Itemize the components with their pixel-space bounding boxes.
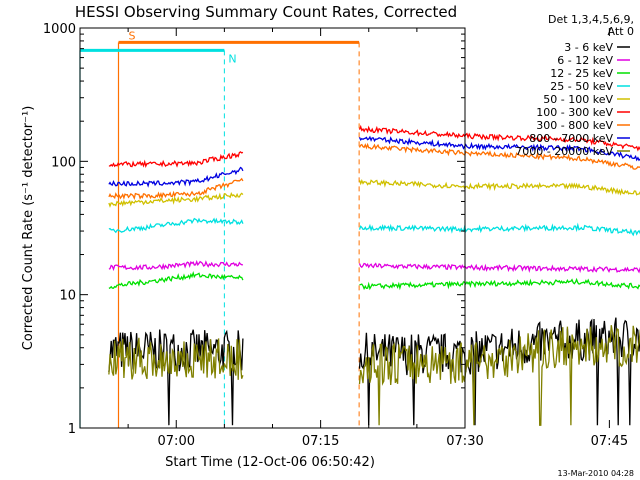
legend-entry-label: 12 - 25 keV — [550, 67, 613, 80]
series-line-5 — [108, 124, 640, 169]
legend-entry-label: 300 - 800 keV — [536, 119, 613, 132]
series-line-7 — [108, 135, 640, 188]
legend-header-line: Att 0 — [608, 25, 634, 38]
series-lines — [108, 124, 640, 426]
series-line-6 — [108, 142, 640, 201]
x-axis-label: Start Time (12-Oct-06 06:50:42) — [165, 455, 375, 470]
legend-entry-label: 7000 - 20000 keV — [515, 145, 613, 158]
series-line-4 — [108, 179, 640, 208]
footer-timestamp: 13-Mar-2010 04:28 — [558, 469, 635, 478]
y-axis-ticks: 1 10 100 1000 — [43, 22, 465, 437]
x-tick-label: 07:00 — [158, 434, 195, 449]
legend-entry-label: 25 - 50 keV — [550, 80, 613, 93]
series-line-3 — [108, 217, 640, 237]
y-axis-label: Corrected Count Rate (s⁻¹ detector⁻¹) — [21, 106, 36, 351]
y-tick-label: 1000 — [43, 22, 76, 37]
legend-header-line: Det 1,3,4,5,6,9, — [548, 13, 634, 26]
series-line-1 — [108, 259, 640, 274]
series-line-2 — [108, 270, 640, 291]
flag-label-S: S — [129, 29, 136, 42]
y-tick-label: 1 — [68, 422, 76, 437]
legend-entry-label: 100 - 300 keV — [536, 106, 613, 119]
x-tick-label: 07:15 — [302, 434, 339, 449]
flag-label-N: N — [228, 52, 236, 65]
legend-entry-label: 50 - 100 keV — [543, 93, 613, 106]
legend-entry-label: 6 - 12 keV — [557, 54, 613, 67]
x-tick-label: 07:30 — [446, 434, 483, 449]
y-tick-label: 100 — [51, 155, 76, 170]
y-tick-label: 10 — [59, 289, 76, 304]
series-line-8 — [108, 325, 640, 426]
legend-entry-label: 3 - 6 keV — [564, 41, 613, 54]
chart-title: HESSI Observing Summary Count Rates, Cor… — [75, 3, 457, 21]
x-tick-label: 07:45 — [591, 434, 628, 449]
legend-entry-label: 800 - 7000 keV — [529, 132, 613, 145]
